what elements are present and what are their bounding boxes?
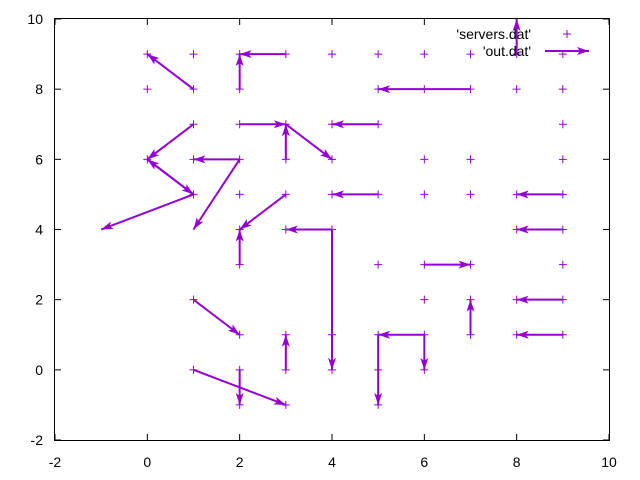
data-point	[235, 190, 244, 199]
data-point	[558, 120, 567, 129]
vector-arrow	[146, 123, 195, 161]
x-tick-label: -2	[49, 454, 62, 470]
legend-label-out: 'out.dat'	[483, 43, 531, 59]
data-point	[374, 50, 383, 59]
y-tick-label: 6	[35, 151, 43, 167]
y-tick-label: -2	[31, 432, 44, 448]
y-tick-label: 0	[35, 362, 43, 378]
out-series	[100, 19, 563, 406]
y-tick-label: 2	[35, 292, 43, 308]
data-point	[466, 190, 475, 199]
legend-label-servers: 'servers.dat'	[456, 26, 531, 42]
data-point	[189, 85, 198, 94]
vector-arrow	[146, 158, 195, 196]
x-tick-label: 6	[420, 454, 428, 470]
axis-ticks: -2 0 2 4 6 8 10 -2 0 2 4 6 8 10	[27, 11, 617, 470]
legend: 'servers.dat' 'out.dat'	[456, 26, 589, 59]
data-point	[374, 260, 383, 269]
data-point	[420, 155, 429, 164]
servers-series	[143, 50, 567, 409]
legend-swatch-servers	[563, 30, 571, 38]
x-tick-label: 10	[601, 454, 617, 470]
plot-frame	[54, 18, 610, 441]
vector-arrow	[146, 53, 195, 90]
data-point	[466, 155, 475, 164]
data-point	[512, 85, 521, 94]
x-tick-label: 8	[513, 454, 521, 470]
vector-arrow	[239, 193, 287, 231]
legend-swatches	[545, 30, 589, 55]
data-point	[558, 260, 567, 269]
data-point	[420, 295, 429, 304]
x-tick-label: 2	[236, 454, 244, 470]
data-point	[189, 50, 198, 59]
data-point	[420, 190, 429, 199]
data-point	[143, 50, 152, 59]
data-point	[235, 330, 244, 339]
x-tick-label: 0	[143, 454, 151, 470]
data-point	[143, 85, 152, 94]
data-point	[466, 50, 475, 59]
vector-arrow	[285, 123, 333, 161]
x-tick-label: 4	[328, 454, 336, 470]
data-point	[328, 50, 336, 59]
y-tick-label: 4	[35, 222, 43, 238]
data-point	[420, 50, 429, 59]
data-point	[558, 85, 567, 94]
vector-arrow	[192, 298, 241, 336]
vector-arrow	[193, 368, 287, 406]
data-point	[558, 155, 567, 164]
vector-arrow	[100, 193, 194, 231]
y-tick-label: 10	[27, 11, 43, 27]
vector-arrow	[192, 158, 241, 231]
y-tick-label: 8	[35, 81, 43, 97]
